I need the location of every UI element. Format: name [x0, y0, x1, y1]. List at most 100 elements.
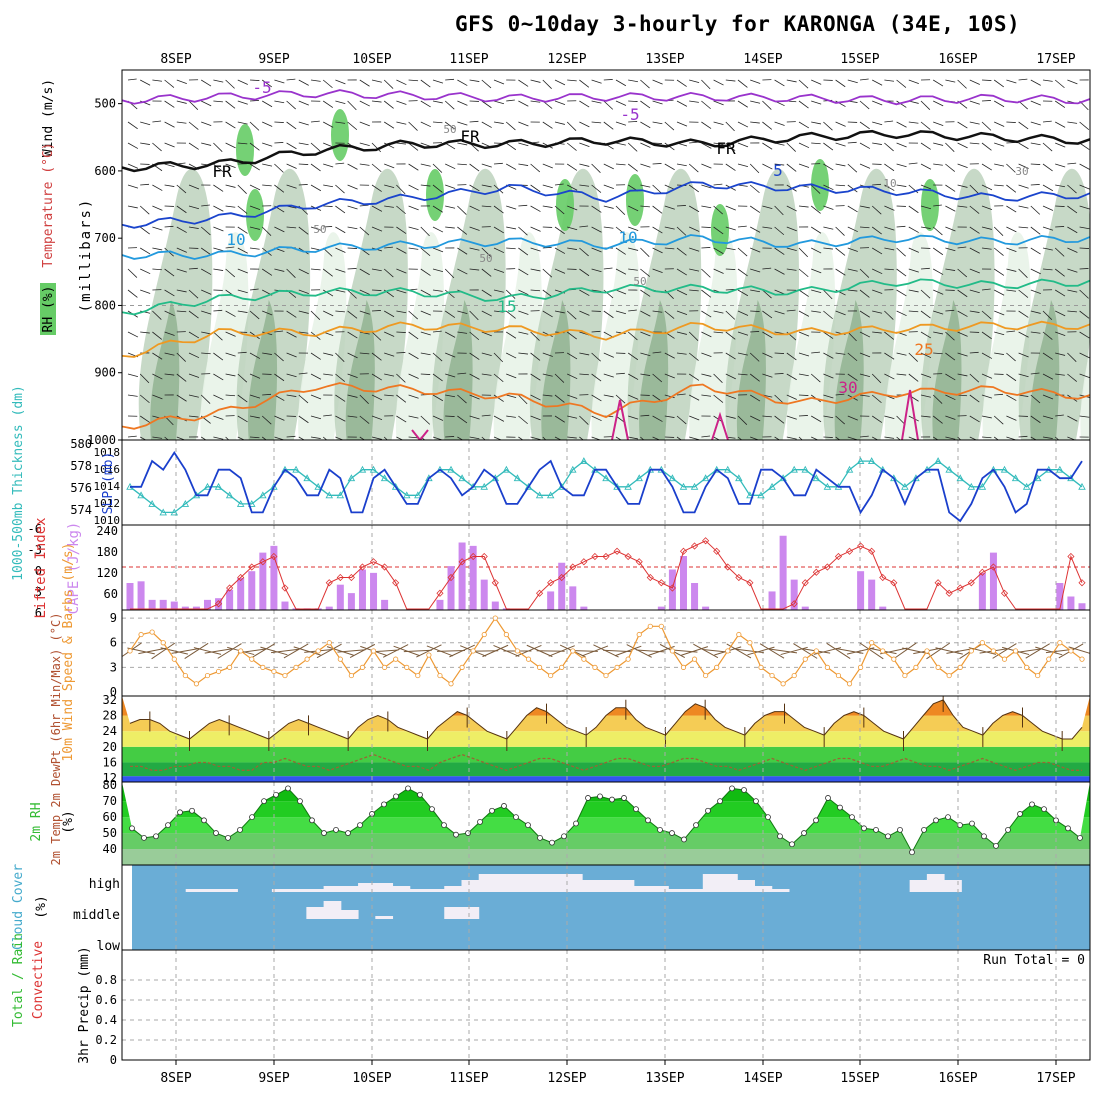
wind-barb [286, 142, 297, 150]
cape-bar [679, 556, 687, 610]
wind-barb [140, 289, 151, 294]
wind-point [603, 672, 609, 679]
wind-barb [481, 289, 492, 297]
wind-barb [286, 435, 296, 438]
wind-barb [689, 247, 700, 252]
wind-barb [384, 331, 395, 337]
wind-barb [371, 331, 382, 341]
li-point [945, 589, 953, 597]
wind-point [957, 664, 963, 670]
wind-barb [1092, 353, 1100, 354]
wind-barb [237, 310, 248, 313]
wind-barb [1030, 394, 1041, 404]
wind-barb [823, 205, 834, 210]
wind-barb [408, 247, 419, 250]
thickness-point [1011, 474, 1020, 482]
wind-barb [432, 415, 444, 421]
wind-barb [323, 205, 333, 207]
y-tick-label: 70 [103, 794, 117, 808]
wind-barb [920, 373, 932, 378]
wind-barb [896, 100, 907, 108]
wind-barb [932, 247, 944, 256]
wind-barb [176, 268, 187, 273]
wind-barb [396, 247, 407, 254]
rh-point [357, 822, 363, 828]
wind-barb [261, 226, 272, 236]
wind-barb [335, 184, 345, 194]
li-point [237, 573, 245, 582]
rh-point [1077, 834, 1083, 841]
wind-barb [140, 121, 151, 126]
cape-bar [978, 572, 986, 610]
wind-barb [1006, 415, 1017, 421]
wind-barb [957, 436, 962, 440]
wind-barb [798, 100, 809, 109]
legend-temperature: Temperature (°C) [41, 142, 56, 267]
wind-barb [725, 352, 736, 360]
wind-barb [1054, 436, 1060, 440]
wind-barb [262, 163, 273, 167]
wind-barb [396, 394, 407, 403]
wind-barb [652, 226, 663, 234]
wind-barb [664, 205, 675, 210]
thickness-point [369, 465, 378, 473]
rh-point [477, 819, 483, 825]
wind-barb [286, 331, 297, 338]
temp-band [122, 776, 1090, 782]
y-tick-label: 0 [110, 685, 117, 699]
wind-barb [859, 289, 870, 298]
wind-barb [176, 247, 187, 253]
wind-barb [566, 121, 577, 131]
wind-barb [416, 644, 442, 658]
wind-barb [164, 163, 175, 168]
wind-barb [908, 247, 919, 253]
wind-barb [371, 394, 383, 401]
date-label-top: 15SEP [840, 52, 879, 67]
rh-point [837, 804, 843, 811]
wind-barb [286, 310, 297, 318]
wind-barb [249, 205, 261, 211]
wind-barb [676, 268, 687, 276]
wind-barb [262, 393, 272, 396]
wind-barb [579, 184, 590, 187]
wind-barb [884, 142, 894, 152]
wind-barb [432, 289, 443, 292]
wind-barb [225, 310, 236, 317]
wind-barb [432, 330, 442, 333]
li-point [392, 579, 400, 587]
wind-barb [261, 100, 273, 108]
wind-barb [384, 246, 393, 249]
wind-barb [1067, 310, 1077, 313]
y-tick-label: 6 [35, 606, 42, 620]
wind-barb [823, 121, 833, 131]
wind-barb [847, 141, 857, 144]
wind-barb [274, 163, 284, 173]
wind-barb [335, 121, 346, 124]
cloud-middle [444, 907, 462, 919]
wind-barb [310, 184, 322, 192]
wind-point [459, 664, 465, 670]
wind-barb [762, 310, 773, 319]
wind-barb [664, 415, 675, 418]
wind-barb [1042, 120, 1052, 123]
wind-point [1001, 656, 1008, 662]
wind-barb [176, 205, 187, 214]
wind-barb [506, 352, 517, 359]
wind-barb [347, 415, 358, 418]
wind-barb [603, 184, 614, 190]
wind-barb [786, 142, 796, 152]
wind-barb [469, 373, 480, 380]
wind-barb [1042, 226, 1054, 231]
wind-barb [335, 268, 346, 273]
wind-barb [810, 415, 822, 423]
rh-point [621, 795, 627, 801]
wind-barb [969, 268, 980, 274]
li-point [956, 584, 964, 592]
panel-ylabel: Lifted Index [33, 517, 49, 618]
wind-barb [1035, 646, 1063, 656]
wind-barb [518, 121, 529, 127]
wind-barb [847, 79, 858, 84]
wind-barb [749, 205, 761, 213]
wind-barb [835, 648, 864, 654]
wind-barb [213, 436, 224, 440]
